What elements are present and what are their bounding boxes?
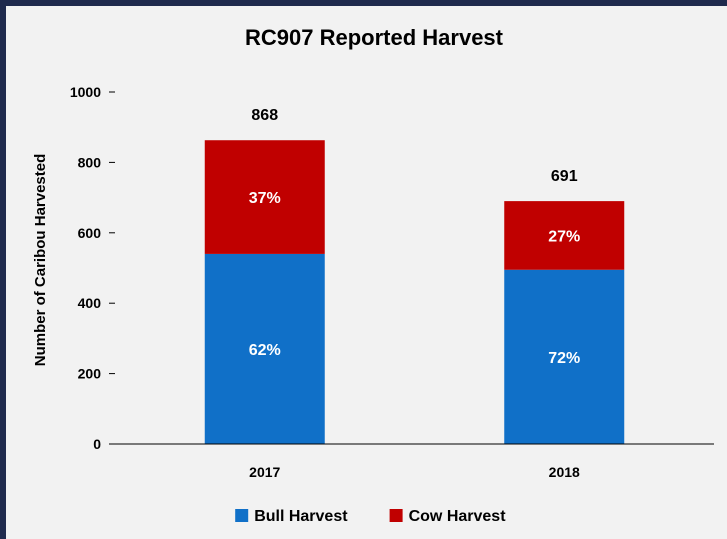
bar-segment-cow-harvest (204, 140, 325, 254)
bars: 62% 37% 868 72% 27% 691 (204, 107, 625, 444)
y-tick-label: 400 (78, 295, 102, 311)
legend: Bull Harvest Cow Harvest (235, 508, 506, 525)
bar-segment-cow-harvest (504, 201, 625, 270)
chart-title: RC907 Reported Harvest (245, 25, 504, 50)
y-tick-label: 800 (78, 154, 102, 170)
x-tick-label: 2017 (249, 464, 280, 480)
legend-label: Bull Harvest (254, 508, 348, 525)
y-tick-label: 0 (93, 436, 101, 452)
y-axis-label: Number of Caribou Harvested (32, 154, 49, 367)
x-tick-label: 2018 (549, 464, 580, 480)
y-tick-label: 200 (78, 366, 102, 382)
segment-percent-label: 62% (249, 342, 281, 359)
y-tick-label: 1000 (70, 84, 101, 100)
bar-segment-bull-harvest (504, 269, 625, 444)
y-tick-label: 600 (78, 225, 102, 241)
segment-percent-label: 37% (249, 190, 281, 207)
legend-swatch (389, 509, 403, 522)
legend-swatch (235, 509, 249, 522)
segment-percent-label: 27% (548, 228, 580, 245)
x-axis-labels: 2017 2018 (249, 464, 580, 480)
legend-label: Cow Harvest (409, 508, 507, 525)
segment-percent-label: 72% (548, 350, 580, 367)
bar-segment-bull-harvest (204, 253, 325, 444)
bar-total-label: 691 (551, 168, 578, 185)
bar-total-label: 868 (251, 107, 278, 124)
y-axis-ticks: 0 200 400 600 800 1000 (70, 84, 115, 452)
